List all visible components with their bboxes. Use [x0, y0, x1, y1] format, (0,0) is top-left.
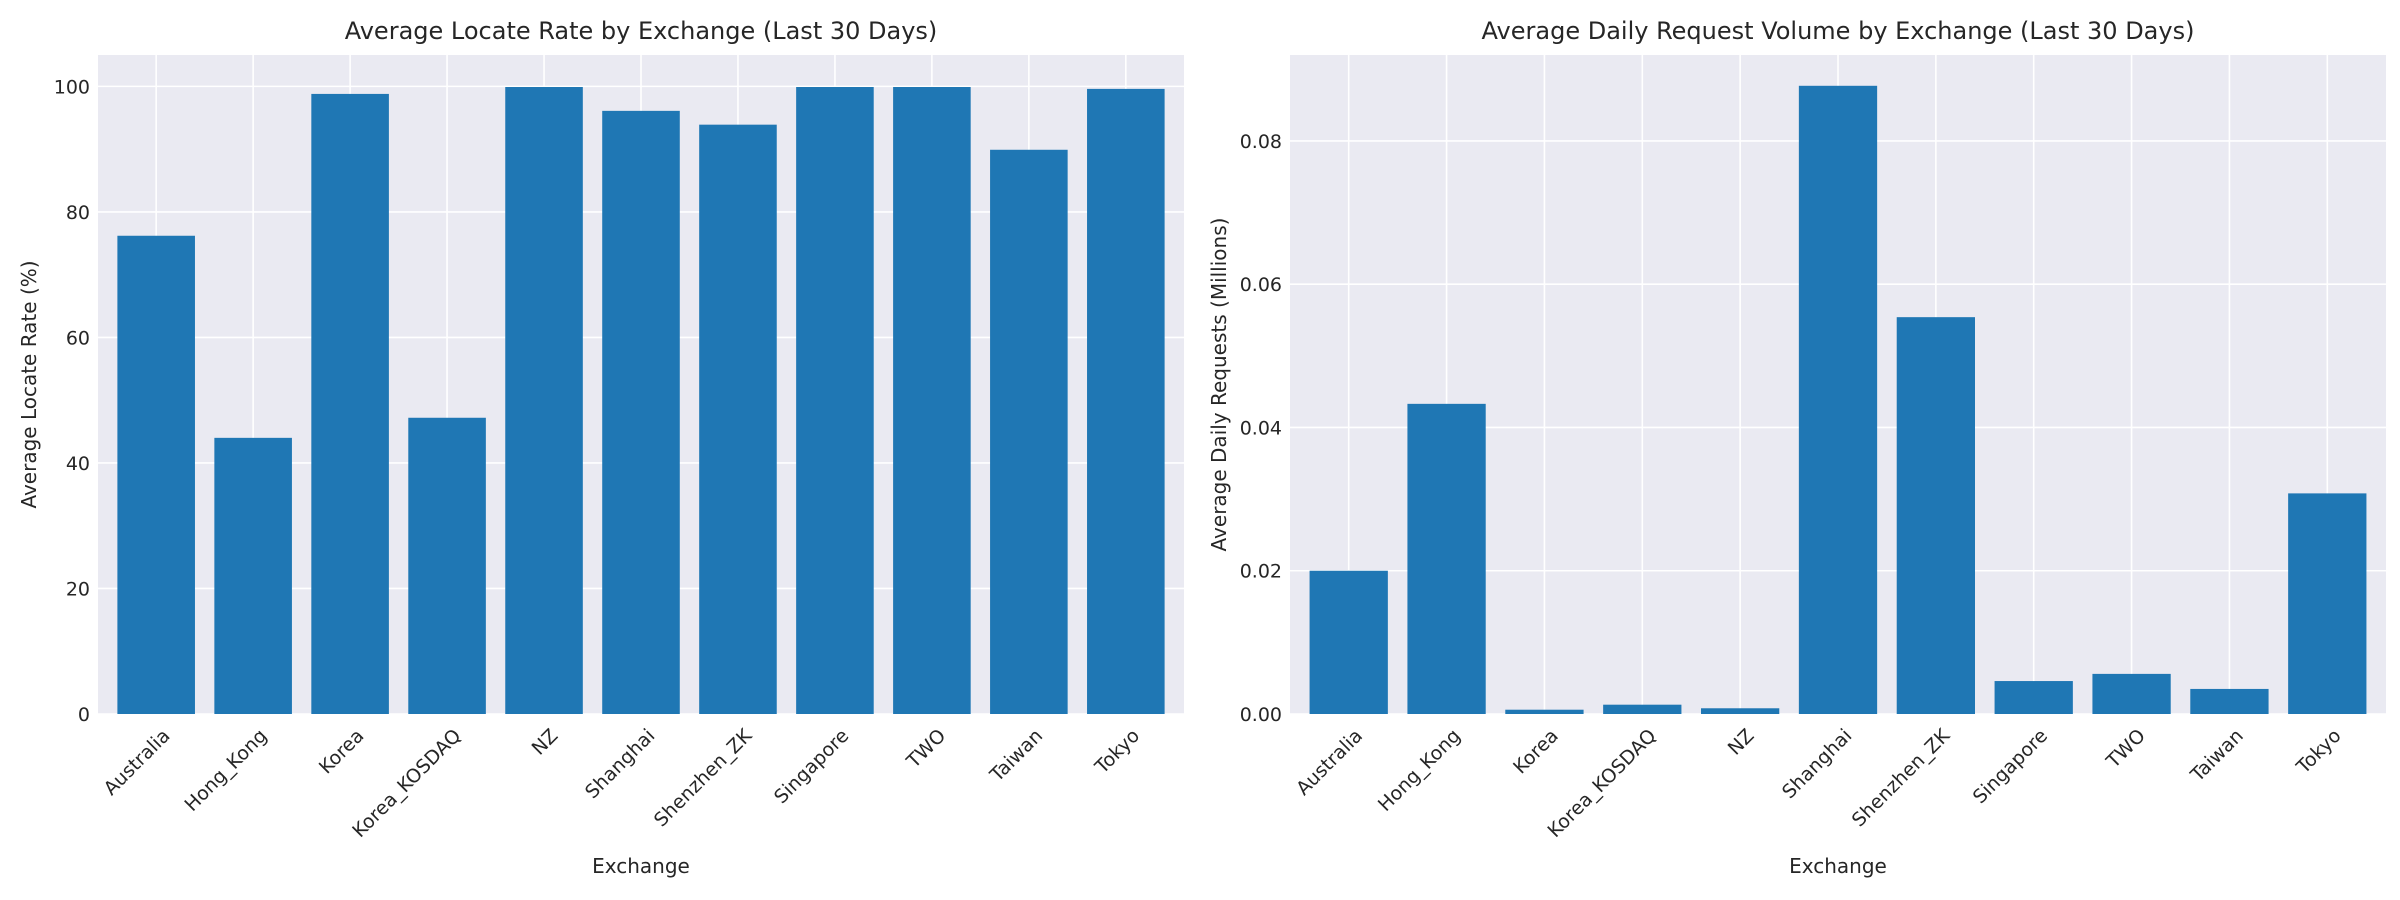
y-tick-label: 0.04	[1240, 417, 1282, 439]
x-tick-label: TWO	[902, 725, 950, 773]
x-tick-label: Korea	[315, 725, 369, 779]
bar-shenzhen-zk	[699, 124, 777, 714]
x-tick-label: Shanghai	[1778, 725, 1856, 803]
y-tick-label: 60	[66, 327, 90, 349]
bar-tokyo	[1087, 88, 1165, 715]
chart-title: Average Daily Request Volume by Exchange…	[1482, 17, 2195, 45]
bar-tokyo	[2288, 493, 2367, 714]
x-tick-label: Australia	[100, 725, 175, 800]
x-tick-label: Shenzhen_ZK	[1848, 724, 1955, 831]
y-tick-label: 100	[54, 76, 90, 98]
bar-australia	[1309, 570, 1388, 714]
bar-korea	[311, 93, 389, 715]
y-axis-label: Average Locate Rate (%)	[17, 260, 41, 508]
x-tick-label: Tokyo	[2292, 725, 2346, 779]
x-axis-label: Exchange	[1789, 854, 1887, 878]
bar-shanghai	[1798, 85, 1878, 714]
x-tick-label: Korea_KOSDAQ	[1543, 725, 1660, 842]
bar-australia	[117, 235, 195, 715]
x-tick-label: NZ	[1724, 725, 1759, 760]
y-tick-label: 0.02	[1240, 561, 1282, 583]
bar-two	[893, 87, 971, 715]
bar-shanghai	[602, 110, 680, 714]
x-tick-label: Singapore	[770, 725, 853, 808]
y-tick-label: 0	[78, 704, 90, 726]
x-tick-label: Australia	[1292, 725, 1367, 800]
bar-nz	[1701, 708, 1780, 714]
x-tick-label: NZ	[528, 725, 563, 760]
bar-korea	[1505, 709, 1584, 714]
chart-request-volume: 0.00 0.02 0.04 0.06 0.08 Australia Hong_Kong Ko…	[1207, 17, 2386, 878]
x-tick-label: TWO	[2102, 725, 2150, 773]
x-tick-label: Tokyo	[1090, 725, 1144, 779]
x-tick-label: Taiwan	[2186, 725, 2248, 787]
y-tick-label: 20	[66, 578, 90, 600]
bar-taiwan	[2190, 688, 2269, 714]
bar-korea-kosdaq	[408, 417, 486, 714]
x-tick-label: Korea	[1509, 725, 1563, 779]
y-axis-label: Average Daily Requests (Millions)	[1207, 218, 1231, 552]
y-tick-label: 0.00	[1240, 704, 1282, 726]
y-tick-label: 80	[66, 202, 90, 224]
y-tick-label: 0.08	[1240, 131, 1282, 153]
x-axis-label: Exchange	[592, 854, 690, 878]
x-tick-label: Hong_Kong	[1374, 725, 1465, 816]
x-tick-label: Shanghai	[581, 725, 659, 803]
bar-nz	[505, 87, 583, 715]
x-tick-label: Singapore	[1969, 725, 2052, 808]
y-tick-label: 0.06	[1240, 274, 1282, 296]
bar-singapore	[796, 87, 874, 715]
bar-korea-kosdaq	[1603, 704, 1682, 714]
chart-title: Average Locate Rate by Exchange (Last 30…	[345, 17, 938, 45]
bar-taiwan	[990, 149, 1068, 714]
bar-hong-kong	[214, 437, 292, 714]
y-tick-label: 40	[66, 453, 90, 475]
bar-shenzhen-zk	[1896, 317, 1975, 714]
bar-singapore	[1994, 681, 2073, 714]
x-tick-label: Shenzhen_ZK	[650, 724, 757, 831]
x-tick-label: Hong_Kong	[180, 725, 271, 816]
bar-hong-kong	[1407, 403, 1486, 714]
bar-two	[2092, 673, 2171, 714]
x-tick-label: Taiwan	[985, 725, 1047, 787]
